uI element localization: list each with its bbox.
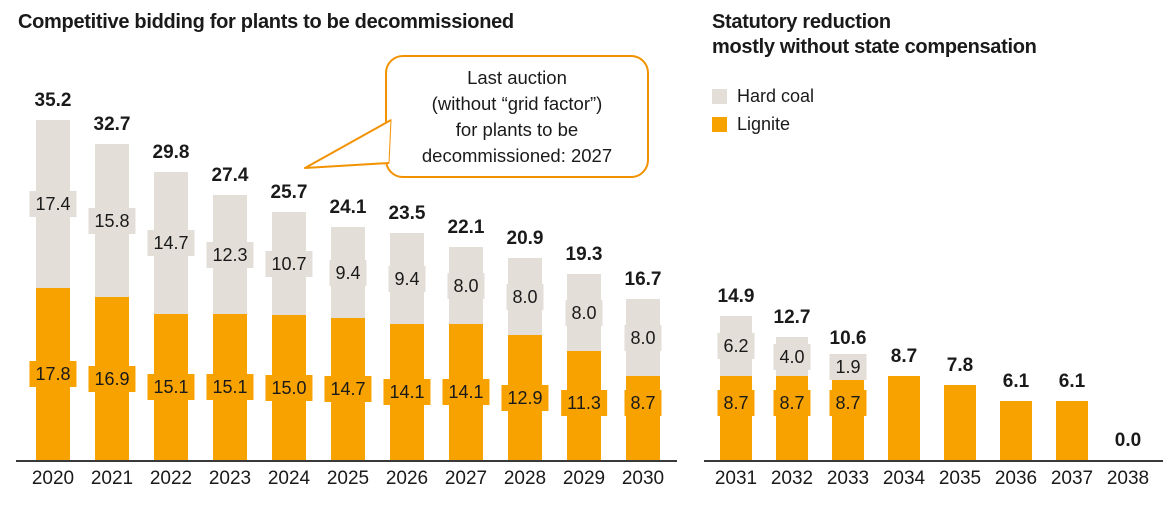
lignite-value-label: 8.7 xyxy=(624,390,662,416)
lignite-value-label: 15.1 xyxy=(206,374,254,400)
hard-coal-value-label: 8.0 xyxy=(506,283,544,310)
bar-segment-lignite xyxy=(1056,401,1088,460)
legend-item-lignite: Lignite xyxy=(712,110,814,138)
hard-coal-value-label: 6.2 xyxy=(717,333,755,359)
lignite-value-label: 17.8 xyxy=(29,361,77,387)
axis-tick-label: 2036 xyxy=(994,468,1038,489)
hard-coal-value-label: 1.9 xyxy=(829,354,867,380)
bar-segment-lignite xyxy=(626,376,660,460)
total-value-label: 12.7 xyxy=(773,307,811,328)
last-auction-callout: Last auction (without “grid factor”) for… xyxy=(304,55,649,178)
axis-tick-label: 2034 xyxy=(882,468,926,489)
callout-text: Last auction (without “grid factor”) for… xyxy=(421,66,613,166)
total-value-label: 0.0 xyxy=(1114,430,1142,451)
callout-tail-icon xyxy=(304,119,392,169)
hard-coal-value-label: 17.4 xyxy=(29,191,77,217)
hard-coal-value-label: 8.0 xyxy=(565,299,603,326)
axis-tick-label: 2021 xyxy=(90,468,134,489)
hard-coal-value-label: 9.4 xyxy=(388,265,426,292)
total-value-label: 35.2 xyxy=(34,90,72,111)
total-value-label: 16.7 xyxy=(624,269,662,290)
hard-coal-value-label: 12.3 xyxy=(206,241,254,268)
lignite-value-label: 12.9 xyxy=(501,384,549,411)
lignite-value-label: 15.1 xyxy=(147,374,195,400)
lignite-swatch-icon xyxy=(712,116,727,132)
bar-segment-lignite xyxy=(1000,401,1032,460)
bar-segment-lignite xyxy=(888,376,920,460)
lignite-value-label: 16.9 xyxy=(88,365,136,392)
lignite-value-label: 14.1 xyxy=(383,379,431,405)
total-value-label: 27.4 xyxy=(211,165,249,186)
total-value-label: 32.7 xyxy=(93,114,131,135)
lignite-value-label: 8.7 xyxy=(717,390,755,416)
legend-label-hard-coal: Hard coal xyxy=(737,85,815,106)
hard-coal-value-label: 10.7 xyxy=(265,250,313,277)
legend-label-lignite: Lignite xyxy=(737,113,791,134)
total-value-label: 10.6 xyxy=(829,328,867,349)
axis-tick-label: 2031 xyxy=(714,468,758,489)
total-value-label: 20.9 xyxy=(506,228,544,249)
total-value-label: 24.1 xyxy=(329,197,367,218)
competitive-bidding-plot: 17.8 17.4 35.2 2020 16.9 15.8 32.7 2021 15.1 14.7… xyxy=(16,90,677,489)
axis-tick-label: 2038 xyxy=(1106,468,1150,489)
bar-segment-lignite xyxy=(720,376,752,460)
total-value-label: 23.5 xyxy=(388,203,426,224)
total-value-label: 29.8 xyxy=(152,142,190,163)
axis-tick-label: 2026 xyxy=(385,468,429,489)
bar-segment-lignite xyxy=(776,376,808,460)
lignite-value-label: 15.0 xyxy=(265,374,313,401)
axis-tick-label: 2037 xyxy=(1050,468,1094,489)
lignite-value-label: 11.3 xyxy=(561,390,607,416)
total-value-label: 19.3 xyxy=(565,244,603,265)
axis-tick-label: 2027 xyxy=(444,468,488,489)
legend-item-hard-coal: Hard coal xyxy=(712,82,814,110)
axis-tick-label: 2028 xyxy=(503,468,547,489)
hard-coal-value-label: 15.8 xyxy=(88,207,136,234)
axis-tick-label: 2024 xyxy=(267,468,311,489)
axis-tick-label: 2023 xyxy=(208,468,252,489)
statutory-reduction-plot: 8.7 6.2 14.9 2031 8.7 4.0 12.7 2032 8.7 1.9 10.6 20… xyxy=(704,110,1163,489)
bar-segment-lignite xyxy=(832,376,864,460)
lignite-value-label: 8.7 xyxy=(773,390,811,416)
total-value-label: 6.1 xyxy=(1058,371,1086,392)
total-value-label: 6.1 xyxy=(1002,371,1030,392)
axis-tick-label: 2033 xyxy=(826,468,870,489)
total-value-label: 22.1 xyxy=(447,217,485,238)
axis-tick-label: 2035 xyxy=(938,468,982,489)
lignite-value-label: 14.1 xyxy=(442,379,490,405)
total-value-label: 25.7 xyxy=(270,182,308,203)
total-value-label: 8.7 xyxy=(890,346,918,367)
axis-tick-label: 2020 xyxy=(31,468,75,489)
legend: Hard coal Lignite xyxy=(712,82,814,138)
total-value-label: 14.9 xyxy=(717,286,755,307)
hard-coal-swatch-icon xyxy=(712,88,727,104)
axis-tick-label: 2029 xyxy=(562,468,606,489)
bar-segment-lignite xyxy=(944,385,976,460)
hard-coal-value-label: 9.4 xyxy=(329,259,367,286)
lignite-value-label: 8.7 xyxy=(829,390,867,416)
hard-coal-value-label: 8.0 xyxy=(624,324,662,351)
hard-coal-value-label: 4.0 xyxy=(773,343,811,370)
axis-tick-label: 2025 xyxy=(326,468,370,489)
left-chart-title: Competitive bidding for plants to be dec… xyxy=(18,11,514,33)
hard-coal-value-label: 8.0 xyxy=(447,272,485,299)
axis-tick-label: 2032 xyxy=(770,468,814,489)
hard-coal-value-label: 14.7 xyxy=(147,230,195,256)
lignite-value-label: 14.7 xyxy=(324,376,372,402)
total-value-label: 7.8 xyxy=(946,355,974,376)
right-chart-title: Statutory reduction mostly without state… xyxy=(712,11,1037,58)
axis-tick-label: 2022 xyxy=(149,468,193,489)
axis-tick-label: 2030 xyxy=(621,468,665,489)
